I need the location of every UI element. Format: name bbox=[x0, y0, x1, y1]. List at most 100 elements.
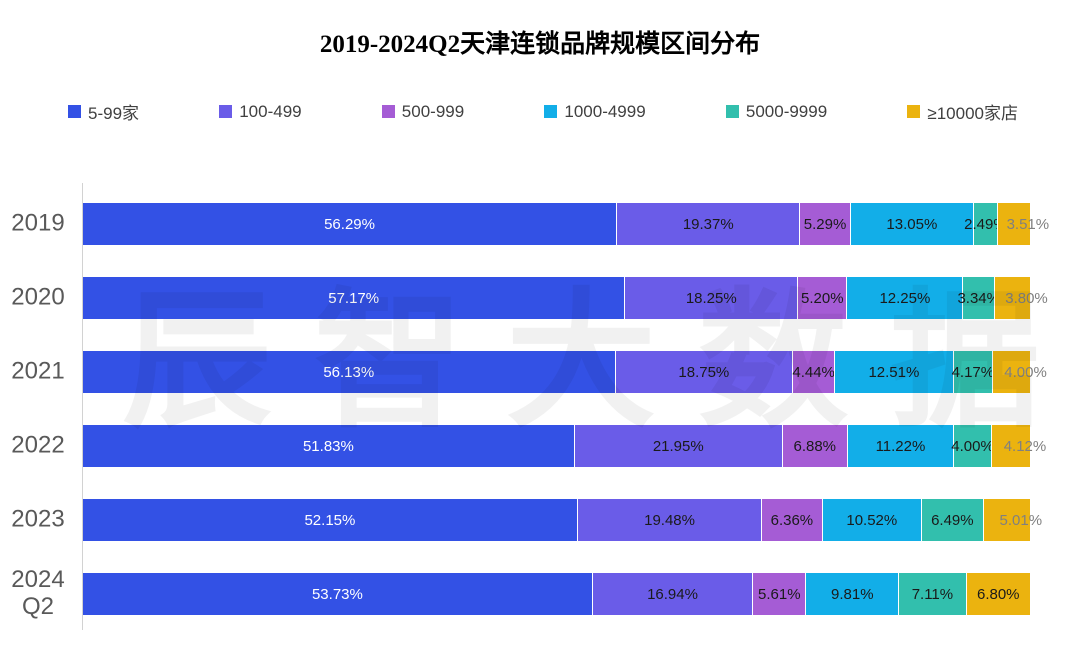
legend-label: 500-999 bbox=[401, 101, 465, 121]
bar-segment: 3.51% bbox=[996, 203, 1049, 245]
legend-swatch-icon bbox=[219, 105, 233, 118]
legend-item: 5000-9999 bbox=[725, 101, 828, 122]
bar-segment: 18.25% bbox=[624, 277, 798, 319]
legend-item: ≥10000家店 bbox=[907, 99, 1018, 124]
bar-segment: 57.17% bbox=[83, 277, 625, 319]
segment-value-label: 21.95% bbox=[652, 437, 704, 455]
segment-value-label: 57.17% bbox=[328, 289, 380, 307]
segment-value-label: 6.36% bbox=[770, 511, 814, 529]
year-label: 2022 bbox=[11, 431, 65, 459]
legend-swatch-icon bbox=[544, 105, 558, 118]
segment-value-label: 5.61% bbox=[758, 585, 801, 603]
bar-segment: 53.73% bbox=[83, 573, 592, 615]
bar-segment: 10.52% bbox=[821, 499, 922, 541]
legend-label: 1000-4999 bbox=[564, 101, 646, 121]
segment-value-label: 19.37% bbox=[682, 215, 734, 233]
segment-value-label: 5.20% bbox=[801, 289, 844, 307]
bar-segment: 5.01% bbox=[982, 499, 1042, 541]
legend: 5-99家 100-499 500-999 1000-4999 5000-9999 ≥10… bbox=[68, 99, 1018, 124]
bar-segment: 6.88% bbox=[781, 425, 847, 467]
bar-segment: 6.36% bbox=[761, 499, 822, 541]
chart-title: 2019-2024Q2天津连锁品牌规模区间分布 bbox=[319, 31, 761, 58]
legend-swatch-icon bbox=[381, 105, 395, 118]
segment-value-label: 18.25% bbox=[685, 289, 737, 307]
segment-value-label: 5.29% bbox=[803, 215, 847, 233]
segment-value-label: 4.17% bbox=[951, 363, 995, 381]
legend-item: 1000-4999 bbox=[544, 101, 646, 122]
segment-value-label: 51.83% bbox=[302, 437, 354, 455]
bar-segment: 51.83% bbox=[83, 425, 574, 467]
bar-segment: 4.17% bbox=[951, 351, 995, 393]
legend-item: 500-999 bbox=[381, 101, 465, 122]
legend-swatch-icon bbox=[725, 105, 739, 118]
segment-value-label: 53.73% bbox=[311, 585, 363, 603]
segment-value-label: 4.00% bbox=[1004, 363, 1047, 381]
year-label: 2021 bbox=[11, 357, 65, 385]
legend-label: 5000-9999 bbox=[745, 101, 828, 121]
legend-label: 5-99家 bbox=[88, 104, 140, 123]
bar-segment: 7.11% bbox=[898, 573, 966, 615]
segment-value-label: 4.12% bbox=[1003, 437, 1047, 455]
bar-segment: 4.00% bbox=[951, 425, 994, 467]
bar-row: 2023 52.15% 19.48% 6.36% 10.52% 6.49% 5.01% bbox=[11, 499, 1042, 541]
year-label: 2023 bbox=[11, 505, 65, 533]
bar-segment: 9.81% bbox=[805, 573, 899, 615]
bar-segment: 2.49% bbox=[964, 203, 1007, 245]
bar-segment: 4.44% bbox=[792, 351, 835, 393]
segment-value-label: 13.05% bbox=[886, 215, 938, 233]
bar-segment: 56.13% bbox=[83, 351, 615, 393]
bar-segment: 4.12% bbox=[990, 425, 1046, 467]
year-label: 2019 bbox=[11, 209, 65, 237]
bar-segment: 52.15% bbox=[83, 499, 577, 541]
segment-value-label: 56.29% bbox=[324, 215, 375, 233]
bar-segment: 18.75% bbox=[614, 351, 793, 393]
segment-value-label: 6.49% bbox=[931, 511, 974, 529]
segment-value-label: 6.80% bbox=[976, 585, 1020, 603]
segment-value-label: 6.88% bbox=[793, 437, 837, 455]
segment-value-label: 3.34% bbox=[957, 289, 1000, 307]
legend-label: ≥10000家店 bbox=[927, 104, 1018, 123]
segment-value-label: 52.15% bbox=[304, 511, 356, 529]
legend-label: 100-499 bbox=[239, 101, 302, 121]
legend-swatch-icon bbox=[907, 105, 921, 118]
bar-row: 2024 Q2 53.73% 16.94% 5.61% 9.81% 7.11% 6.80% bbox=[11, 566, 1030, 620]
bar-segment: 12.51% bbox=[834, 351, 953, 393]
bar-row: 2019 56.29% 19.37% 5.29% 13.05% 2.49% 3.51% bbox=[11, 203, 1049, 245]
bar-segment: 19.37% bbox=[616, 203, 800, 245]
bar-segment: 4.00% bbox=[992, 351, 1047, 393]
bar-segment: 12.25% bbox=[846, 277, 963, 319]
segment-value-label: 4.00% bbox=[951, 437, 994, 455]
segment-value-label: 12.51% bbox=[868, 363, 920, 381]
segment-value-label: 10.52% bbox=[846, 511, 898, 529]
bar-segment: 56.29% bbox=[83, 203, 617, 245]
segment-value-label: 56.13% bbox=[323, 363, 375, 381]
segment-value-label: 3.51% bbox=[1006, 215, 1050, 233]
segment-value-label: 11.22% bbox=[875, 437, 926, 455]
segment-value-label: 7.11% bbox=[911, 585, 954, 603]
bar-segment: 5.61% bbox=[752, 573, 806, 615]
segment-value-label: 2.49% bbox=[964, 215, 1007, 233]
bar-segment: 5.29% bbox=[799, 203, 850, 245]
bar-segment: 6.49% bbox=[921, 499, 983, 541]
segment-value-label: 9.81% bbox=[831, 585, 874, 603]
bar-segment: 11.22% bbox=[846, 425, 954, 467]
bar-row: 2020 57.17% 18.25% 5.20% 12.25% 3.34% 3.80% bbox=[11, 277, 1048, 319]
year-label: 2020 bbox=[11, 283, 65, 311]
segment-value-label: 4.44% bbox=[792, 363, 835, 381]
legend-item: 5-99家 bbox=[68, 99, 139, 124]
legend-swatch-icon bbox=[68, 105, 81, 118]
year-label: 2024 Q2 bbox=[11, 566, 65, 620]
segment-value-label: 12.25% bbox=[879, 289, 931, 307]
segment-value-label: 18.75% bbox=[678, 363, 730, 381]
bar-row: 2022 51.83% 21.95% 6.88% 11.22% 4.00% 4.12% bbox=[11, 425, 1046, 467]
legend-item: 100-499 bbox=[219, 101, 302, 122]
bar-segment: 5.20% bbox=[797, 277, 847, 319]
segment-value-label: 16.94% bbox=[647, 585, 698, 603]
bar-segment: 3.34% bbox=[957, 277, 1000, 319]
bar-segment: 6.80% bbox=[965, 573, 1030, 615]
segment-value-label: 5.01% bbox=[999, 511, 1043, 529]
segment-value-label: 19.48% bbox=[644, 511, 695, 529]
bar-segment: 19.48% bbox=[576, 499, 762, 541]
bar-segment: 16.94% bbox=[591, 573, 753, 615]
bar-segment: 13.05% bbox=[849, 203, 974, 245]
